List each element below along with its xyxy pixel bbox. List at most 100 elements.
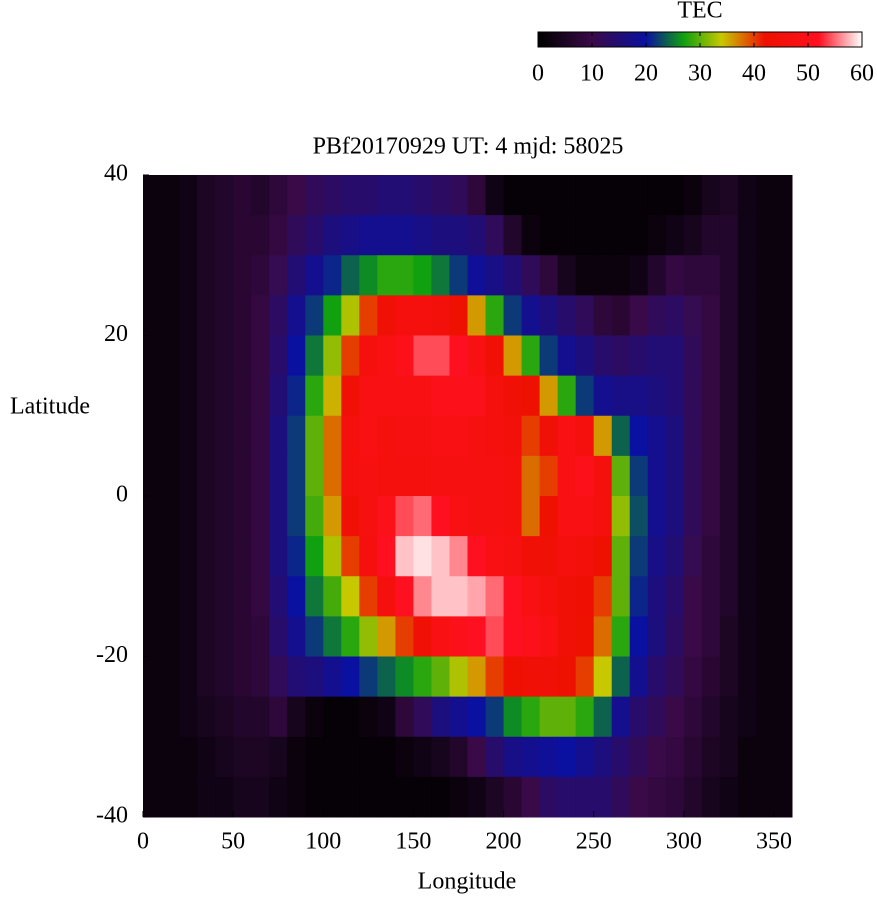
- heatmap-cell: [359, 415, 378, 457]
- heatmap-cell: [431, 335, 450, 377]
- heatmap-cell: [539, 496, 559, 537]
- heatmap-cell: [395, 656, 414, 698]
- heatmap-cell: [197, 175, 216, 216]
- heatmap-cell: [431, 736, 450, 778]
- heatmap-cell: [323, 696, 342, 738]
- heatmap-cell: [467, 375, 487, 417]
- heatmap-cell: [161, 616, 180, 657]
- heatmap-cell: [683, 295, 703, 336]
- heatmap-cell: [557, 696, 577, 738]
- heatmap-cell: [215, 455, 234, 497]
- heatmap-cell: [557, 776, 577, 818]
- heatmap-cell: [575, 455, 595, 497]
- heatmap-cell: [737, 215, 757, 256]
- heatmap-cell: [467, 616, 487, 657]
- heatmap-cell: [611, 576, 631, 617]
- heatmap-cell: [161, 295, 180, 336]
- heatmap-cell: [161, 375, 180, 417]
- heatmap-cell: [215, 616, 234, 657]
- heatmap-cell: [773, 656, 793, 698]
- heatmap-cell: [251, 455, 270, 497]
- heatmap-cell: [143, 616, 162, 657]
- heatmap-cell: [359, 536, 378, 577]
- heatmap-cell: [755, 696, 775, 738]
- heatmap-cell: [557, 616, 577, 657]
- heatmap-cell: [467, 455, 487, 497]
- heatmap-cell: [287, 175, 306, 216]
- heatmap-cell: [449, 696, 468, 738]
- heatmap-cell: [161, 736, 180, 778]
- heatmap-cell: [755, 496, 775, 537]
- heatmap-cell: [215, 375, 234, 417]
- heatmap-cell: [197, 616, 216, 657]
- heatmap-cell: [323, 616, 342, 657]
- heatmap-cell: [323, 536, 342, 577]
- heatmap-cell: [755, 215, 775, 256]
- heatmap-cell: [179, 616, 198, 657]
- heatmap-cell: [431, 656, 450, 698]
- heatmap-cell: [377, 215, 396, 256]
- heatmap-cell: [233, 736, 252, 778]
- heatmap-cell: [449, 415, 468, 457]
- heatmap-cell: [629, 335, 649, 377]
- heatmap-cell: [539, 375, 559, 417]
- heatmap-cell: [611, 776, 631, 818]
- heatmap-cell: [413, 175, 432, 216]
- heatmap-cell: [359, 375, 378, 417]
- heatmap-cell: [701, 776, 721, 818]
- heatmap-cell: [269, 455, 288, 497]
- heatmap-cell: [719, 215, 739, 256]
- heatmap-cell: [413, 455, 432, 497]
- heatmap-cell: [431, 455, 450, 497]
- heatmap-cell: [683, 496, 703, 537]
- heatmap-cell: [359, 295, 378, 336]
- heatmap-cell: [593, 656, 613, 698]
- heatmap-cell: [449, 295, 468, 336]
- heatmap-cell: [395, 496, 414, 537]
- heatmap-cell: [431, 696, 450, 738]
- heatmap-cell: [449, 616, 468, 657]
- heatmap-cell: [737, 415, 757, 457]
- heatmap-cell: [665, 295, 685, 336]
- heatmap-cell: [467, 576, 487, 617]
- heatmap-cell: [647, 536, 667, 577]
- heatmap-cell: [413, 375, 432, 417]
- heatmap-cell: [647, 375, 667, 417]
- heatmap-cell: [359, 455, 378, 497]
- heatmap-cell: [683, 696, 703, 738]
- heatmap-cell: [377, 295, 396, 336]
- heatmap-cell: [179, 295, 198, 336]
- heatmap-cell: [305, 616, 324, 657]
- heatmap-cell: [323, 736, 342, 778]
- heatmap-cell: [305, 415, 324, 457]
- heatmap-cell: [737, 496, 757, 537]
- heatmap-cell: [467, 776, 487, 818]
- heatmap-cell: [341, 415, 360, 457]
- heatmap-cell: [431, 415, 450, 457]
- heatmap-cell: [575, 776, 595, 818]
- heatmap-cell: [143, 415, 162, 457]
- heatmap-cell: [521, 536, 541, 577]
- heatmap-cell: [233, 175, 252, 216]
- heatmap-cell: [503, 616, 523, 657]
- heatmap-cell: [431, 175, 450, 216]
- heatmap-cell: [503, 776, 523, 818]
- heatmap-cell: [755, 736, 775, 778]
- heatmap-cell: [539, 215, 559, 256]
- heatmap-cell: [251, 375, 270, 417]
- heatmap-cell: [305, 496, 324, 537]
- heatmap-cell: [197, 335, 216, 377]
- heatmap-cell: [395, 616, 414, 657]
- heatmap-cell: [719, 335, 739, 377]
- heatmap-cell: [485, 536, 505, 577]
- heatmap-cell: [341, 175, 360, 216]
- heatmap-cell: [431, 536, 450, 577]
- heatmap-cell: [611, 656, 631, 698]
- heatmap-cell: [143, 536, 162, 577]
- heatmap-cell: [251, 616, 270, 657]
- heatmap-cell: [377, 375, 396, 417]
- heatmap-cell: [701, 255, 721, 296]
- heatmap-cell: [341, 255, 360, 296]
- heatmap-cell: [197, 496, 216, 537]
- heatmap-cell: [287, 576, 306, 617]
